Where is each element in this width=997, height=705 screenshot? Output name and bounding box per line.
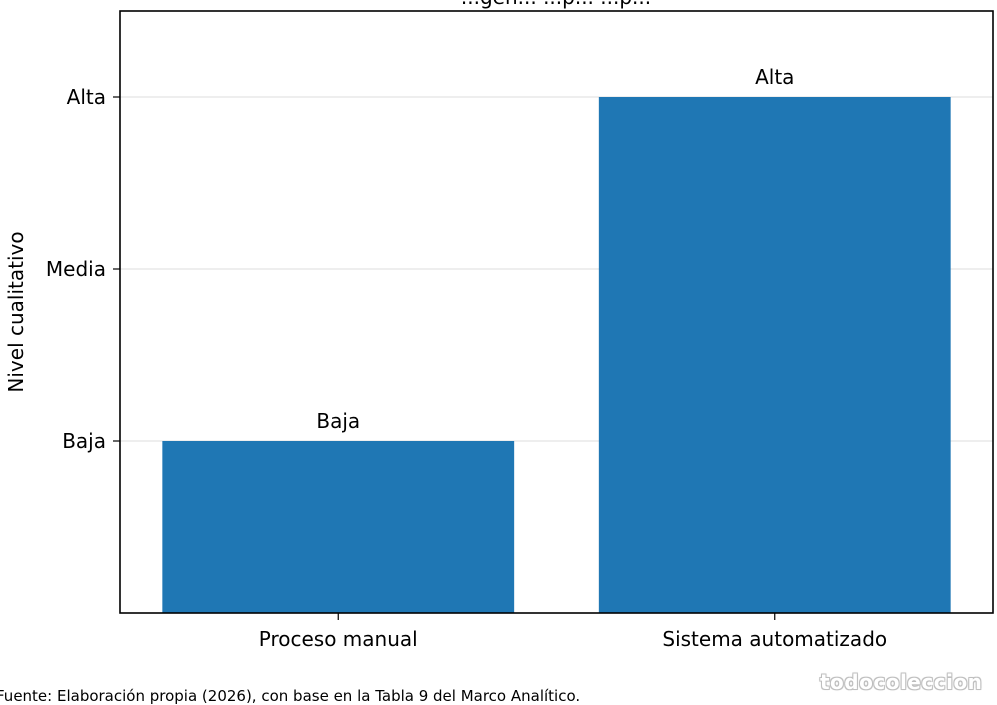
y-axis-label: Nivel cualitativo <box>4 231 28 392</box>
y-axis: Baja Media Alta <box>46 85 120 453</box>
x-axis: Proceso manual Sistema automatizado <box>259 613 887 651</box>
y-tick-label: Media <box>46 257 106 281</box>
source-note: Fuente: Elaboración propia (2026), con b… <box>0 687 581 705</box>
bars <box>162 97 951 613</box>
y-tick-label: Baja <box>62 429 106 453</box>
bar-value-label: Alta <box>755 65 794 89</box>
plot-frame <box>119 10 994 614</box>
bar <box>162 441 515 613</box>
bar-value-label: Baja <box>316 409 360 433</box>
x-tick-label: Proceso manual <box>259 627 418 651</box>
chart-title: ...gen... ...p... ...p... <box>461 0 651 9</box>
y-tick-label: Alta <box>67 85 106 109</box>
bar <box>598 97 951 613</box>
x-tick-label: Sistema automatizado <box>662 627 887 651</box>
data-labels: Baja Alta <box>316 65 794 433</box>
watermark-logo: todocoleccion <box>820 670 983 694</box>
